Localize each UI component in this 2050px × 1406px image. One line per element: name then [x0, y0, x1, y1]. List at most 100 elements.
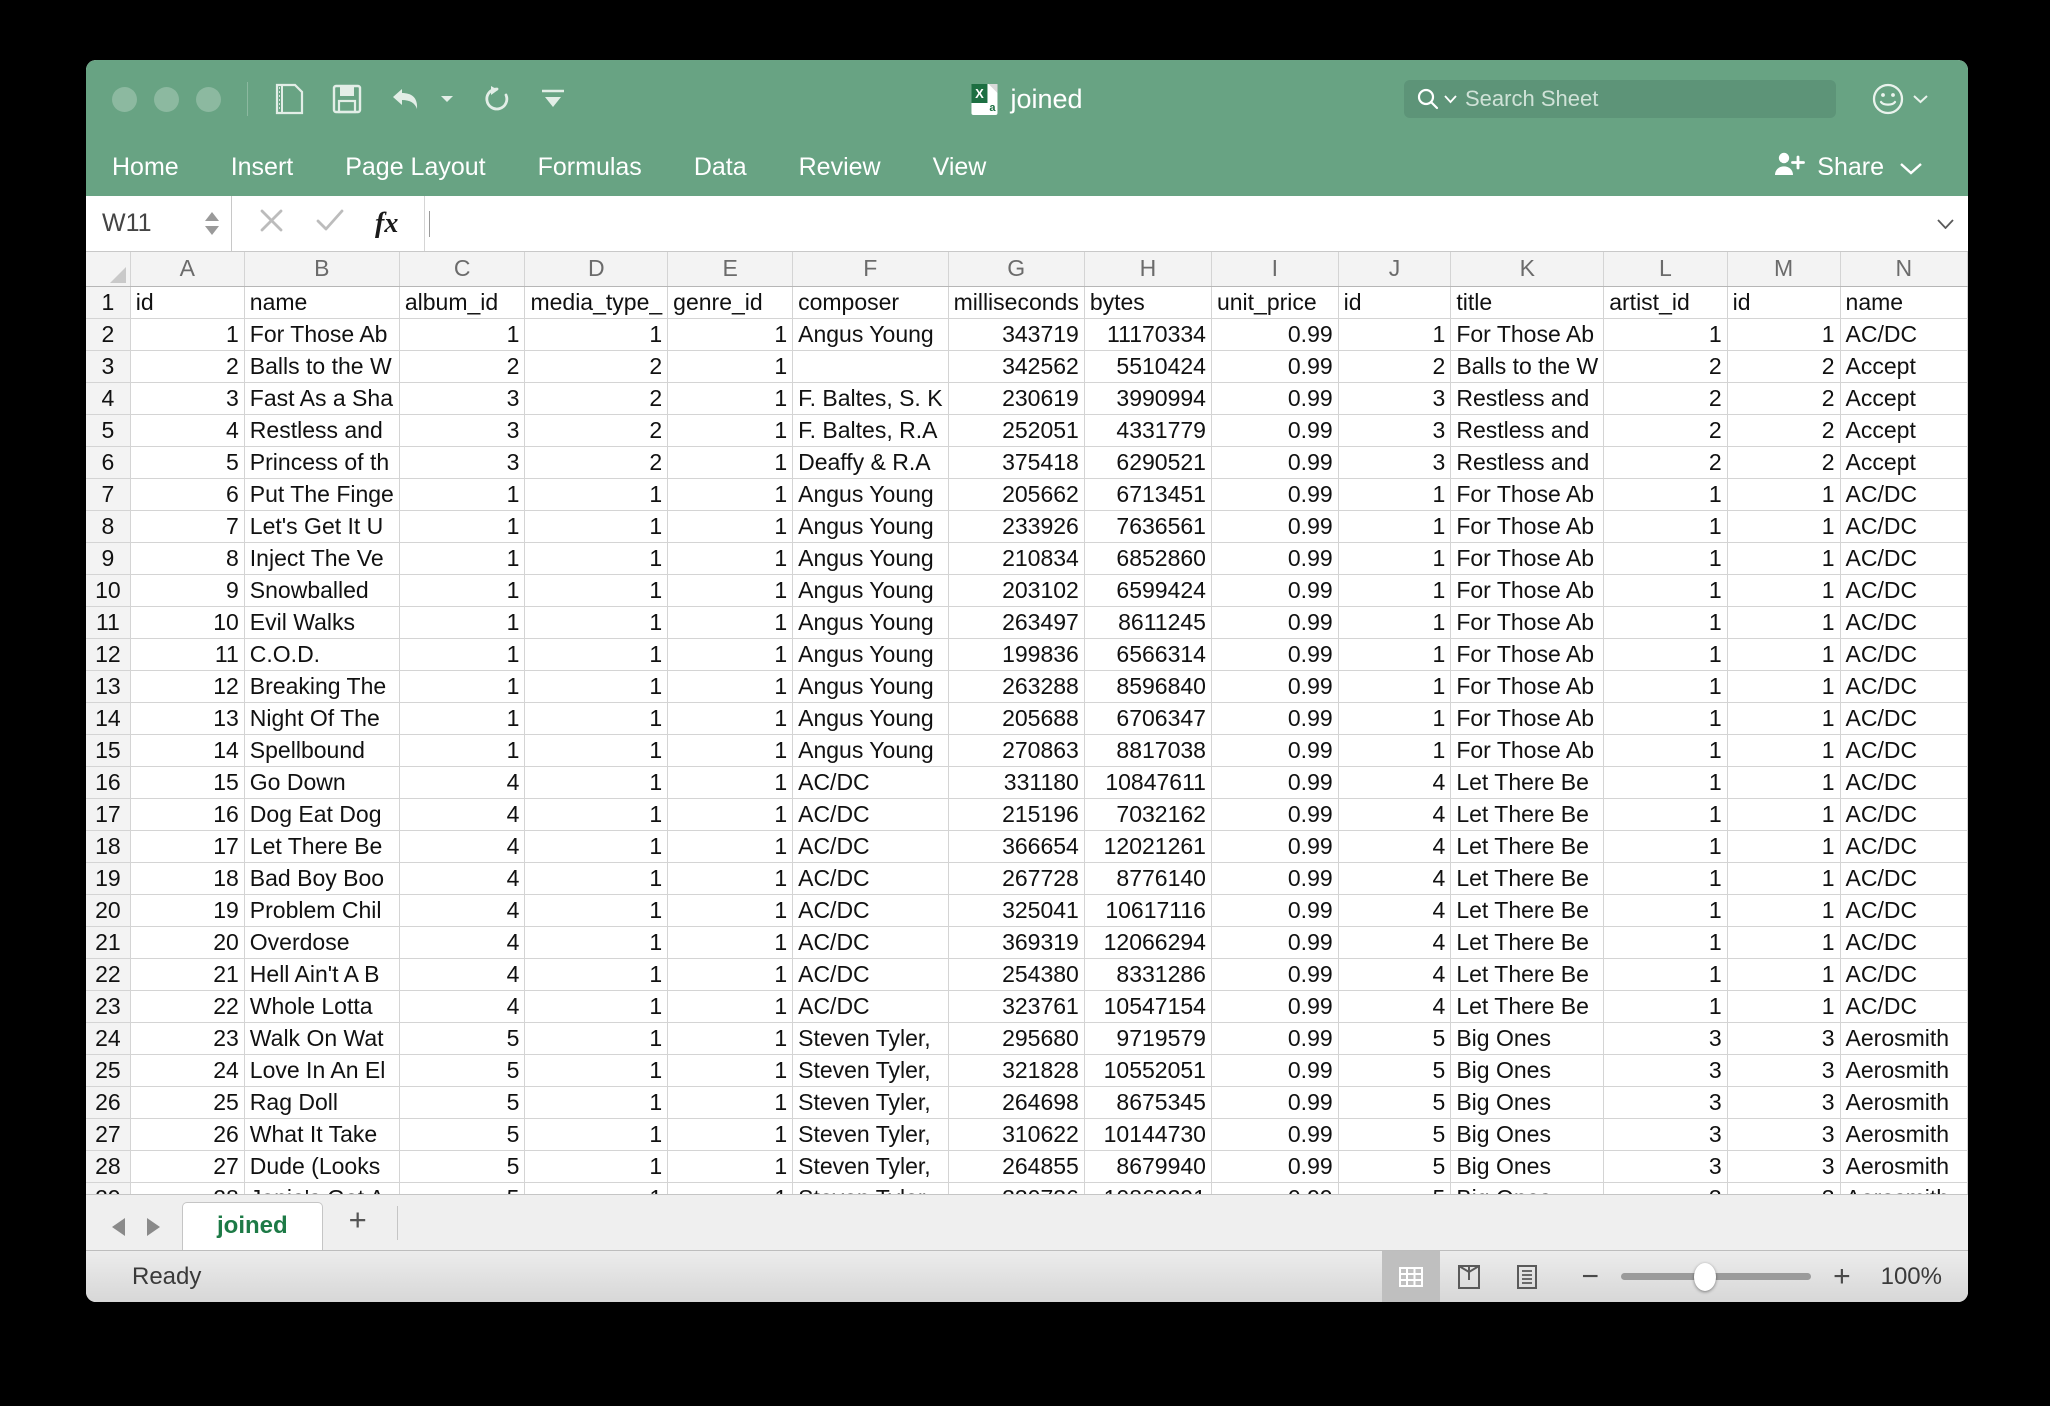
cell[interactable]: 14: [130, 734, 245, 767]
column-header-j[interactable]: J: [1338, 252, 1452, 287]
normal-view-icon[interactable]: [1381, 1251, 1440, 1302]
formula-input[interactable]: [424, 196, 1922, 251]
cell[interactable]: AC/DC: [1840, 926, 1968, 959]
cell[interactable]: 1: [667, 670, 794, 703]
cell[interactable]: 1: [399, 478, 526, 511]
cell[interactable]: 8817038: [1084, 734, 1212, 767]
row-header[interactable]: 22: [86, 958, 131, 991]
cell[interactable]: 0.99: [1211, 1118, 1339, 1151]
cell[interactable]: 3: [130, 382, 245, 415]
cell[interactable]: 4: [399, 894, 526, 927]
cell[interactable]: 3990994: [1084, 382, 1212, 415]
cell[interactable]: 1: [1727, 606, 1841, 639]
row-header[interactable]: 20: [86, 894, 131, 927]
cell[interactable]: name: [244, 286, 400, 319]
table-row[interactable]: 10 9 Snowballed 1 1 1 Angus Young 203102 6599424…: [86, 574, 1968, 607]
cell[interactable]: 3: [1727, 1054, 1841, 1087]
cell[interactable]: 1: [1338, 542, 1452, 575]
cell[interactable]: 2: [524, 446, 669, 479]
cell[interactable]: AC/DC: [1840, 638, 1968, 671]
cell[interactable]: For Those Ab: [1450, 510, 1605, 543]
cell[interactable]: 8331286: [1084, 958, 1212, 991]
cell[interactable]: Angus Young: [792, 574, 949, 607]
cell[interactable]: 0.99: [1211, 510, 1339, 543]
cell[interactable]: AC/DC: [792, 862, 949, 895]
cell[interactable]: 1: [524, 1118, 669, 1151]
cell[interactable]: 8776140: [1084, 862, 1212, 895]
cell[interactable]: 3: [1727, 1118, 1841, 1151]
cell[interactable]: 2: [1727, 350, 1841, 383]
cell[interactable]: 1: [1338, 478, 1452, 511]
cell[interactable]: Snowballed: [244, 574, 400, 607]
cell[interactable]: 1: [399, 734, 526, 767]
cell[interactable]: Big Ones: [1450, 1182, 1605, 1194]
cell[interactable]: 0.99: [1211, 798, 1339, 831]
cell[interactable]: 1: [1338, 670, 1452, 703]
cell[interactable]: Let There Be: [1450, 990, 1605, 1023]
column-header-n[interactable]: N: [1840, 252, 1968, 287]
cell[interactable]: Aerosmith: [1840, 1182, 1968, 1194]
cell[interactable]: 3: [1338, 414, 1452, 447]
cell[interactable]: Restless and: [1450, 414, 1605, 447]
cell[interactable]: 4: [399, 798, 526, 831]
cell[interactable]: 1: [1727, 990, 1841, 1023]
cell[interactable]: Angus Young: [792, 734, 949, 767]
table-row[interactable]: 24 23 Walk On Wat 5 1 1 Steven Tyler, 295680 971…: [86, 1022, 1968, 1055]
tab-data[interactable]: Data: [693, 152, 747, 181]
cell[interactable]: 12066294: [1084, 926, 1212, 959]
cell[interactable]: 27: [130, 1150, 245, 1183]
cell[interactable]: AC/DC: [1840, 478, 1968, 511]
table-row[interactable]: 18 17 Let There Be 4 1 1 AC/DC 366654 12021261 0.…: [86, 830, 1968, 863]
cell[interactable]: 0.99: [1211, 830, 1339, 863]
cell[interactable]: 23: [130, 1022, 245, 1055]
row-header[interactable]: 1: [86, 286, 131, 319]
row-header[interactable]: 28: [86, 1150, 131, 1183]
cell[interactable]: AC/DC: [1840, 990, 1968, 1023]
cell[interactable]: 1: [667, 1054, 794, 1087]
cell[interactable]: 4: [399, 766, 526, 799]
cell[interactable]: Balls to the W: [244, 350, 400, 383]
cell[interactable]: id: [1338, 286, 1452, 319]
cell[interactable]: AC/DC: [792, 926, 949, 959]
cell[interactable]: Big Ones: [1450, 1054, 1605, 1087]
cell[interactable]: 5: [399, 1022, 526, 1055]
cell[interactable]: C.O.D.: [244, 638, 400, 671]
cell[interactable]: Janie's Got A: [244, 1182, 400, 1194]
cell[interactable]: 323761: [948, 990, 1085, 1023]
cell[interactable]: Aerosmith: [1840, 1086, 1968, 1119]
cell[interactable]: 7: [130, 510, 245, 543]
cell[interactable]: 1: [667, 1022, 794, 1055]
cell[interactable]: AC/DC: [1840, 574, 1968, 607]
cell[interactable]: 5: [130, 446, 245, 479]
cell[interactable]: 1: [1727, 734, 1841, 767]
cell[interactable]: 215196: [948, 798, 1085, 831]
cell[interactable]: 3: [399, 446, 526, 479]
cell[interactable]: 1: [1727, 702, 1841, 735]
cell[interactable]: 263288: [948, 670, 1085, 703]
cell[interactable]: Balls to the W: [1450, 350, 1605, 383]
cell[interactable]: 1: [524, 702, 669, 735]
cell[interactable]: 1: [524, 510, 669, 543]
cancel-icon[interactable]: [258, 207, 285, 241]
cell[interactable]: 1: [399, 542, 526, 575]
cell[interactable]: 2: [1727, 382, 1841, 415]
row-header[interactable]: 27: [86, 1118, 131, 1151]
cell[interactable]: 2: [399, 350, 526, 383]
cell[interactable]: 1: [524, 798, 669, 831]
cell[interactable]: 1: [524, 1022, 669, 1055]
cell[interactable]: 4: [1338, 894, 1452, 927]
cell[interactable]: 7636561: [1084, 510, 1212, 543]
cell[interactable]: 0.99: [1211, 1022, 1339, 1055]
cell[interactable]: 1: [1603, 766, 1728, 799]
cell[interactable]: Go Down: [244, 766, 400, 799]
cell[interactable]: 18: [130, 862, 245, 895]
row-header[interactable]: 14: [86, 702, 131, 735]
cell[interactable]: 233926: [948, 510, 1085, 543]
cell[interactable]: 1: [1727, 670, 1841, 703]
cell[interactable]: 1: [667, 1182, 794, 1194]
cell[interactable]: 1: [524, 830, 669, 863]
cell[interactable]: 10552051: [1084, 1054, 1212, 1087]
cell[interactable]: 1: [1338, 702, 1452, 735]
cell[interactable]: 0.99: [1211, 1182, 1339, 1194]
cell[interactable]: 1: [1603, 862, 1728, 895]
